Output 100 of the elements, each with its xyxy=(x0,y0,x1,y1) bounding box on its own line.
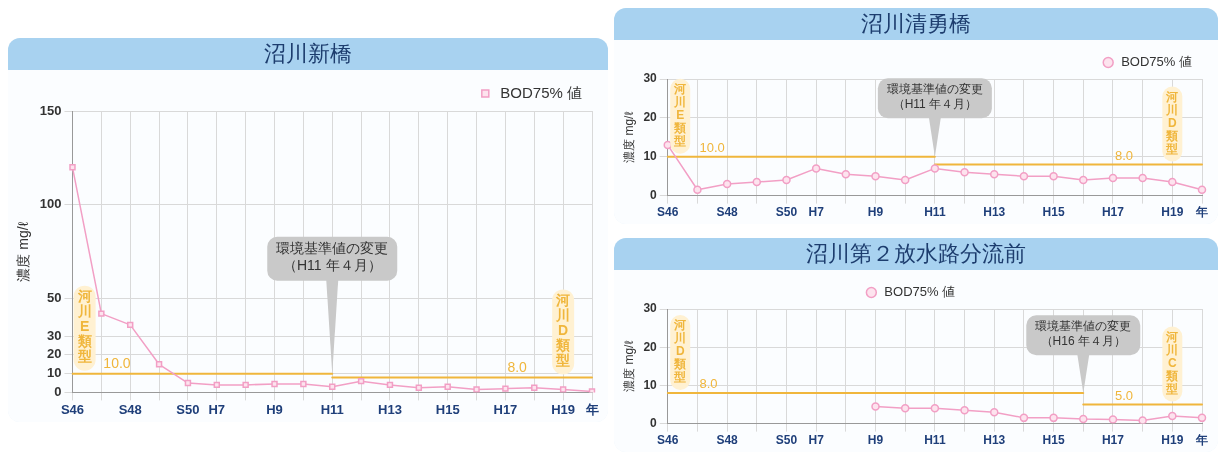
y-tick-label: 0 xyxy=(650,415,658,430)
y-tick-label: 0 xyxy=(54,383,62,399)
x-tick-label: H15 xyxy=(1042,433,1065,448)
point xyxy=(960,168,969,177)
y-axis-title: 濃度 mg/ℓ xyxy=(621,111,636,163)
point xyxy=(155,361,163,368)
point xyxy=(1079,414,1088,424)
y-tick-label: 30 xyxy=(47,327,62,343)
point xyxy=(1108,415,1118,424)
y-axis-title: 濃度 mg/ℓ xyxy=(15,221,32,282)
point xyxy=(1168,411,1177,421)
legend-label: BOD75% 値 xyxy=(500,83,583,101)
point xyxy=(1019,171,1029,181)
data-label: 8.0 xyxy=(699,376,718,392)
x-tick-label: S48 xyxy=(118,401,142,417)
x-tick-label: H19 xyxy=(551,401,576,417)
y-tick-label: 20 xyxy=(643,110,658,125)
series-label: 河川D類型 xyxy=(1165,89,1179,156)
point xyxy=(693,185,702,195)
point xyxy=(811,164,821,173)
x-tick-label: S46 xyxy=(657,433,679,448)
point xyxy=(1019,413,1029,423)
point xyxy=(415,384,423,391)
x-tick-label: 年 xyxy=(1195,433,1208,448)
point xyxy=(930,164,940,173)
point xyxy=(126,321,134,329)
x-tick-label: S50 xyxy=(775,433,798,448)
point xyxy=(1108,173,1118,183)
point xyxy=(900,404,910,413)
series-label: 河川D類型 xyxy=(555,292,571,369)
point xyxy=(329,383,336,390)
point xyxy=(271,380,278,388)
point xyxy=(782,175,791,185)
x-tick-label: H13 xyxy=(983,205,1006,220)
point xyxy=(98,310,105,317)
x-tick-label: H19 xyxy=(1161,205,1184,220)
annotation: 環境基準値の変更（H11 年４月） xyxy=(886,81,983,111)
x-tick-label: H13 xyxy=(983,433,1006,448)
y-tick-label: 20 xyxy=(643,339,658,354)
y-tick-label: 100 xyxy=(39,196,62,212)
y-tick-label: 150 xyxy=(39,102,62,118)
point xyxy=(300,380,307,388)
point xyxy=(841,169,851,179)
point xyxy=(444,383,451,390)
data-label: 5.0 xyxy=(1114,387,1134,403)
data-label: 8.0 xyxy=(507,359,528,376)
y-tick-label: 10 xyxy=(47,365,62,381)
point xyxy=(559,386,567,393)
x-tick-label: S50 xyxy=(775,205,798,220)
y-tick-label: 20 xyxy=(47,346,62,362)
point xyxy=(1079,175,1088,185)
y-tick-label: 30 xyxy=(643,301,658,316)
point xyxy=(722,179,732,189)
point xyxy=(1197,413,1207,423)
point xyxy=(989,407,999,417)
x-tick-label: 年 xyxy=(1195,205,1208,220)
point xyxy=(69,164,76,171)
x-tick-label: H11 xyxy=(924,433,946,448)
y-tick-label: 30 xyxy=(643,71,658,86)
annotation: 環境基準値の変更（H16 年４月） xyxy=(1035,318,1132,348)
data-label: 8.0 xyxy=(1114,147,1134,163)
x-tick-label: S48 xyxy=(716,433,739,448)
series-label: 河川C類型 xyxy=(1165,329,1179,396)
x-tick-label: S50 xyxy=(176,401,200,417)
x-tick-label: H7 xyxy=(808,205,825,220)
x-tick-label: H7 xyxy=(208,401,226,417)
point xyxy=(242,381,249,389)
y-tick-label: 10 xyxy=(643,149,658,164)
chart-title: 沼川清勇橋 xyxy=(614,8,1218,40)
point xyxy=(386,381,394,389)
point xyxy=(1138,173,1147,183)
data-label: 10.0 xyxy=(103,355,131,372)
x-tick-label: S46 xyxy=(60,401,85,417)
chart-title: 沼川新橋 xyxy=(8,38,608,70)
x-tick-label: H17 xyxy=(1101,433,1125,448)
x-tick-label: H7 xyxy=(808,433,825,448)
point xyxy=(752,177,762,187)
x-tick-label: H13 xyxy=(378,401,402,417)
series-label: 河川E類型 xyxy=(76,288,92,365)
point xyxy=(871,171,880,181)
x-tick-label: H17 xyxy=(493,401,518,417)
legend-label: BOD75% 値 xyxy=(1121,54,1193,70)
series-label: 河川E類型 xyxy=(673,82,687,149)
x-tick-label: S46 xyxy=(657,205,679,220)
x-tick-label: H19 xyxy=(1161,433,1184,448)
point xyxy=(1049,413,1058,423)
x-tick-label: H9 xyxy=(266,401,283,417)
point xyxy=(213,381,221,389)
y-tick-label: 0 xyxy=(650,187,658,202)
point xyxy=(1197,185,1207,195)
point xyxy=(1049,171,1058,181)
point xyxy=(502,385,509,392)
x-tick-label: H11 xyxy=(924,205,946,220)
point xyxy=(900,175,910,185)
x-tick-label: S48 xyxy=(716,205,739,220)
point xyxy=(1138,416,1147,424)
y-tick-label: 50 xyxy=(47,290,62,306)
data-label: 10.0 xyxy=(699,139,725,155)
series-label: 河川D類型 xyxy=(673,318,687,385)
annotation: 環境基準値の変更（H11 年４月） xyxy=(276,239,389,273)
